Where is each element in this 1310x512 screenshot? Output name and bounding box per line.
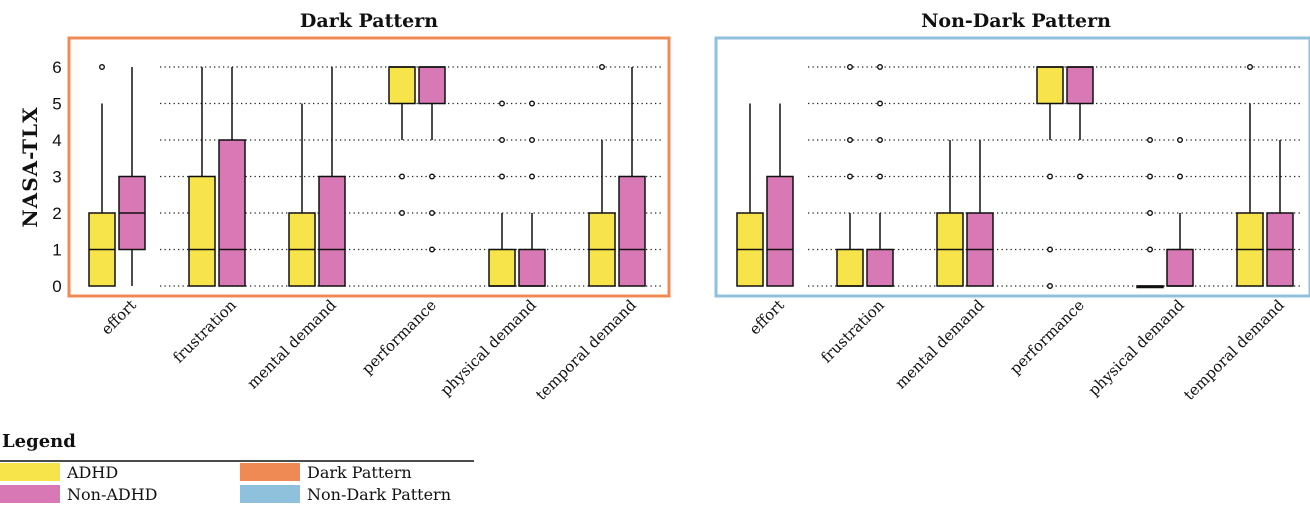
- y-tick-label: 3: [52, 168, 61, 187]
- box-non-dark-pattern-physical-demand-non-adhd: [1166, 248, 1194, 287]
- outlier-point: [499, 173, 506, 180]
- outlier-point: [1146, 136, 1153, 143]
- box-dark-pattern-performance-adhd: [388, 66, 416, 105]
- legend-title: Legend: [2, 431, 76, 452]
- legend-swatch: [240, 485, 300, 503]
- legend-swatch: [0, 485, 60, 503]
- box-non-dark-pattern-performance-adhd: [1036, 66, 1064, 105]
- outlier-point: [529, 100, 536, 107]
- outlier-point: [499, 136, 506, 143]
- outlier-point: [877, 63, 884, 70]
- panel-frame-1: [714, 36, 1310, 298]
- legend-label: ADHD: [66, 463, 118, 482]
- x-tick-label: frustration: [169, 296, 240, 367]
- y-tick-label: 4: [52, 131, 61, 150]
- box-dark-pattern-temporal-demand-non-adhd: [618, 175, 646, 287]
- outlier-point: [1146, 209, 1153, 216]
- box-non-dark-pattern-effort-non-adhd: [766, 175, 794, 287]
- box-dark-pattern-frustration-adhd: [188, 175, 216, 287]
- outlier-point: [1176, 136, 1183, 143]
- panel-title: Non-Dark Pattern: [921, 10, 1111, 32]
- outlier-point: [429, 209, 436, 216]
- box-non-dark-pattern-frustration-non-adhd: [866, 248, 894, 287]
- outlier-point: [529, 136, 536, 143]
- outlier-point: [399, 173, 406, 180]
- box-non-dark-pattern-performance-non-adhd: [1066, 66, 1094, 105]
- legend-label: Non-ADHD: [67, 485, 158, 504]
- outlier-point: [1046, 283, 1053, 290]
- x-tick-label: effort: [98, 296, 140, 338]
- outlier-point: [847, 173, 854, 180]
- legend-swatch: [240, 463, 300, 481]
- panel-title: Dark Pattern: [300, 10, 438, 32]
- box-dark-pattern-mental-demand-non-adhd: [318, 175, 346, 287]
- x-tick-label: performance: [1006, 296, 1088, 378]
- x-tick-label: effort: [746, 296, 788, 338]
- box-dark-pattern-physical-demand-adhd: [488, 248, 516, 287]
- outlier-point: [1046, 246, 1053, 253]
- outlier-point: [1146, 246, 1153, 253]
- outlier-point: [1246, 63, 1253, 70]
- outlier-point: [847, 136, 854, 143]
- y-tick-label: 2: [52, 204, 61, 223]
- outlier-point: [499, 100, 506, 107]
- x-tick-label: mental demand: [892, 296, 989, 393]
- legend-label: Non-Dark Pattern: [307, 485, 451, 504]
- outlier-point: [877, 136, 884, 143]
- box-dark-pattern-performance-non-adhd: [418, 66, 446, 105]
- x-tick-label: frustration: [817, 296, 888, 367]
- outlier-point: [399, 209, 406, 216]
- y-axis-label: NASA-TLX: [18, 106, 42, 227]
- outlier-point: [429, 246, 436, 253]
- outlier-point: [1176, 173, 1183, 180]
- x-tick-label: performance: [358, 296, 440, 378]
- y-tick-label: 6: [52, 58, 61, 77]
- outlier-point: [847, 63, 854, 70]
- y-tick-label: 5: [52, 95, 61, 114]
- box-dark-pattern-frustration-non-adhd: [218, 139, 246, 287]
- outlier-point: [877, 100, 884, 107]
- legend-swatch: [0, 463, 60, 481]
- outlier-point: [98, 63, 105, 70]
- outlier-point: [429, 173, 436, 180]
- panel-frame-0: [67, 36, 671, 298]
- x-tick-label: mental demand: [244, 296, 341, 393]
- legend-label: Dark Pattern: [307, 463, 412, 482]
- outlier-point: [1076, 173, 1083, 180]
- x-tick-label: temporal demand: [1180, 296, 1288, 404]
- outlier-point: [1046, 173, 1053, 180]
- box-non-dark-pattern-frustration-adhd: [836, 248, 864, 287]
- x-tick-label: temporal demand: [532, 296, 640, 404]
- y-tick-label: 1: [52, 241, 61, 260]
- outlier-point: [529, 173, 536, 180]
- x-tick-label: physical demand: [437, 296, 541, 400]
- y-tick-label: 0: [52, 277, 61, 296]
- box-dark-pattern-physical-demand-non-adhd: [518, 248, 546, 287]
- x-tick-label: physical demand: [1085, 296, 1189, 400]
- outlier-point: [1146, 173, 1153, 180]
- outlier-point: [877, 173, 884, 180]
- outlier-point: [599, 63, 606, 70]
